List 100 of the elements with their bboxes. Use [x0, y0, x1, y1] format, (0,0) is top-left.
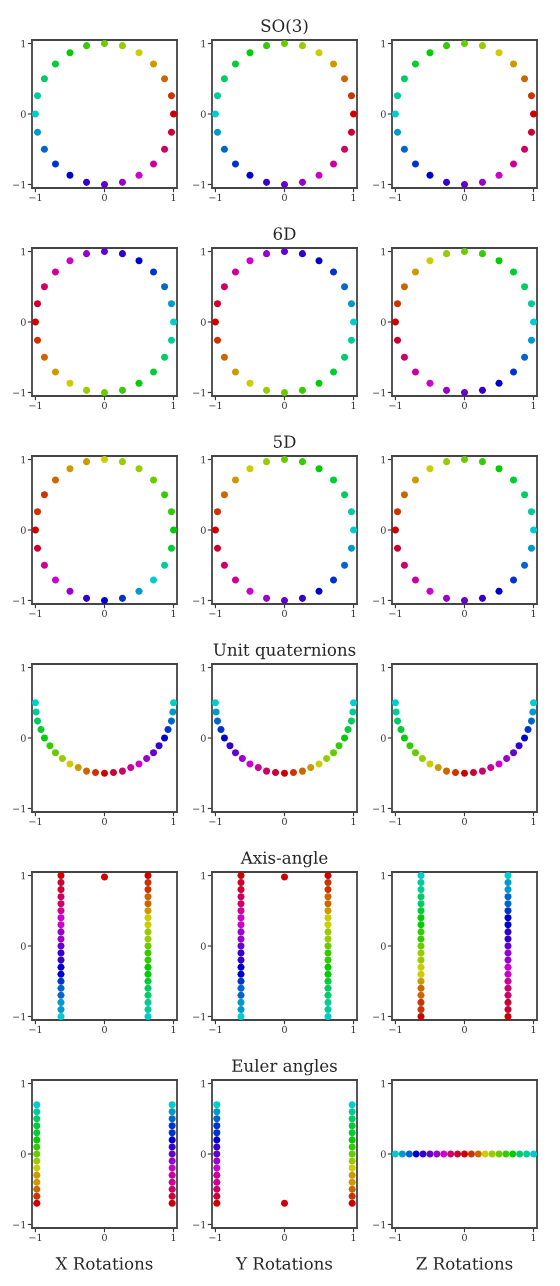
point: [504, 963, 512, 971]
point: [33, 1150, 41, 1158]
point: [168, 1157, 176, 1165]
point: [426, 587, 434, 595]
point: [135, 171, 143, 179]
point: [527, 717, 536, 725]
point: [144, 970, 152, 978]
point: [347, 300, 356, 308]
point: [213, 1150, 221, 1158]
point: [161, 75, 169, 83]
point: [417, 907, 425, 915]
point: [51, 160, 60, 168]
point: [530, 318, 537, 326]
point: [100, 388, 109, 396]
y-tick-label: 0: [200, 318, 206, 326]
point: [530, 526, 537, 534]
y-tick-label: 0: [20, 526, 26, 534]
chart-title: Euler angles: [232, 1059, 337, 1076]
point: [411, 749, 420, 757]
point: [237, 900, 245, 908]
point: [495, 379, 503, 387]
point: [411, 268, 420, 276]
point: [280, 388, 289, 396]
point: [83, 594, 91, 602]
point: [33, 1115, 41, 1123]
point: [329, 60, 338, 68]
x-tick-label: −1: [209, 609, 222, 617]
point: [237, 872, 245, 880]
point: [57, 942, 65, 950]
y-tick-label: 0: [20, 734, 26, 742]
point: [168, 1192, 176, 1200]
point: [527, 92, 536, 100]
point: [348, 1115, 356, 1123]
y-tick-label: −1: [193, 388, 206, 397]
y-tick-label: 0: [380, 526, 386, 534]
point: [237, 886, 245, 894]
point: [231, 476, 240, 484]
point: [135, 760, 143, 768]
point: [307, 764, 315, 772]
x-tick-label: −1: [29, 193, 42, 201]
point: [100, 769, 109, 777]
point: [411, 60, 420, 68]
point: [91, 768, 100, 777]
point: [83, 458, 91, 466]
point: [417, 914, 425, 922]
x-tick-label: 0: [462, 609, 467, 618]
point: [40, 145, 48, 153]
point: [411, 476, 420, 484]
point: [57, 1012, 65, 1020]
point: [161, 561, 169, 569]
point: [393, 508, 402, 516]
point: [32, 526, 39, 534]
point: [237, 984, 245, 992]
point: [135, 49, 143, 57]
x-tick-label: −1: [209, 401, 222, 409]
point: [220, 145, 228, 153]
x-tick-label: 1: [531, 817, 536, 825]
point: [521, 283, 529, 291]
point: [57, 907, 65, 915]
point: [51, 576, 60, 584]
point: [118, 458, 126, 466]
x-axis-title: X Rotations: [55, 1257, 153, 1270]
point: [527, 336, 536, 344]
point: [213, 1199, 221, 1207]
point: [504, 872, 512, 880]
point: [329, 576, 338, 584]
point: [40, 75, 48, 83]
point: [478, 458, 486, 466]
point: [33, 92, 42, 100]
point: [144, 921, 152, 929]
point: [411, 160, 420, 168]
point: [478, 386, 486, 394]
point: [324, 914, 332, 922]
point: [231, 60, 240, 68]
x-tick-label: −1: [29, 609, 42, 617]
x-tick-label: −1: [389, 1025, 402, 1033]
point: [100, 596, 109, 604]
point: [100, 40, 109, 48]
point: [100, 180, 109, 188]
point: [298, 594, 306, 602]
point: [329, 160, 338, 168]
point: [487, 764, 495, 772]
point: [418, 754, 426, 762]
point: [57, 1005, 65, 1013]
point: [443, 386, 451, 394]
point: [504, 935, 512, 943]
point: [504, 970, 512, 978]
point: [168, 1150, 176, 1158]
y-tick-label: −1: [13, 804, 26, 813]
point: [144, 1012, 152, 1020]
point: [149, 576, 158, 584]
y-tick-label: 1: [21, 872, 26, 880]
point: [237, 893, 245, 901]
point: [33, 1171, 41, 1179]
point: [57, 984, 65, 992]
point: [167, 717, 176, 725]
y-tick-label: −1: [13, 180, 26, 189]
y-tick-label: 1: [21, 248, 26, 256]
x-axis-title: Y Rotations: [235, 1257, 333, 1270]
y-tick-label: 0: [20, 1150, 26, 1158]
